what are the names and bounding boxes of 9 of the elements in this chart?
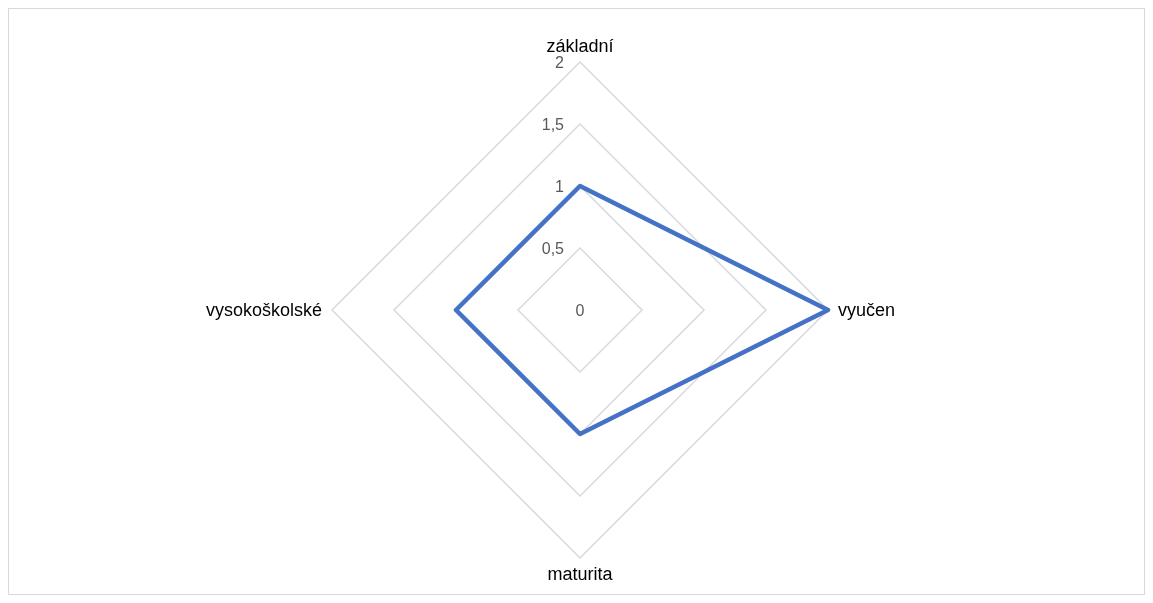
- y-tick-label: 1: [555, 178, 565, 195]
- y-tick-label: 0,5: [541, 240, 565, 257]
- spoke-label: základní: [546, 36, 614, 56]
- y-tick-label: 2: [555, 54, 565, 71]
- y-tick-label: 0: [575, 302, 585, 319]
- spoke-label: maturita: [547, 564, 614, 584]
- y-tick-label: 1,5: [541, 116, 565, 133]
- spoke-label: vyučen: [838, 300, 896, 320]
- spoke-label: vysokoškolské: [205, 300, 322, 320]
